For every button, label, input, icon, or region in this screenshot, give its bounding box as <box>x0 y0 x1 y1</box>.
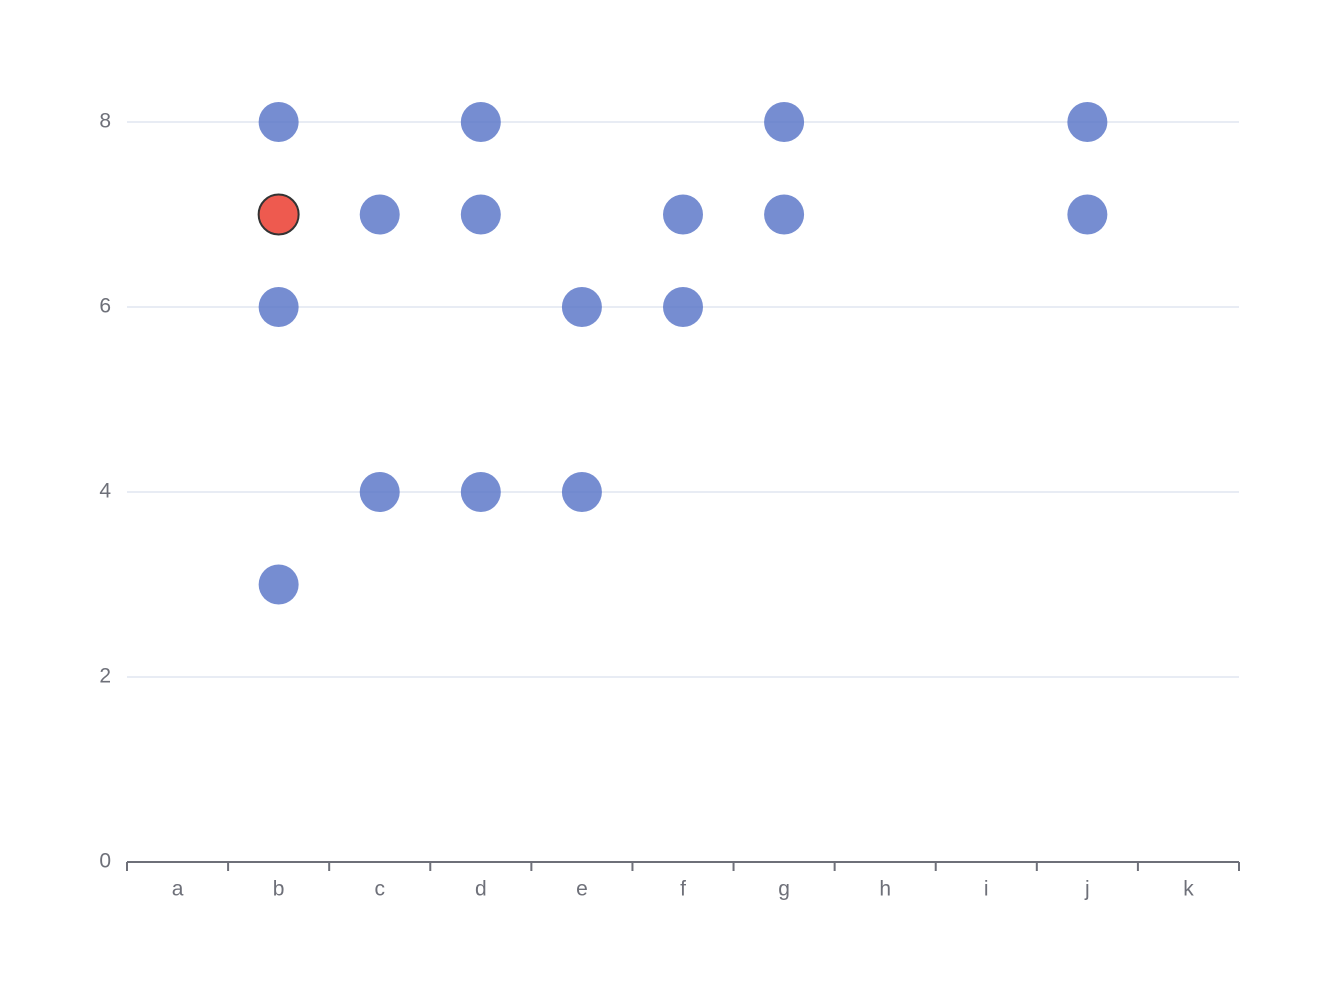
y-tick-label: 8 <box>99 110 111 133</box>
y-tick-label: 0 <box>99 850 111 873</box>
x-tick-label: f <box>680 878 686 901</box>
scatter-point <box>764 194 805 235</box>
x-tick-label: k <box>1183 878 1194 901</box>
scatter-point <box>561 472 602 512</box>
scatter-point <box>460 194 501 235</box>
y-tick-label: 2 <box>99 665 111 688</box>
scatter-point <box>359 472 400 512</box>
scatter-point <box>460 102 501 142</box>
x-tick-label: h <box>879 878 891 901</box>
scatter-point <box>561 287 602 327</box>
x-tick-label: i <box>984 878 989 901</box>
x-tick-label: a <box>172 878 184 901</box>
scatter-point <box>460 472 501 512</box>
y-tick-label: 4 <box>99 480 111 503</box>
scatter-point <box>663 287 703 327</box>
x-tick-label: d <box>475 878 487 901</box>
scatter-point <box>258 564 299 605</box>
scatter-point <box>764 102 805 142</box>
x-tick-label: b <box>273 878 285 901</box>
x-tick-label: e <box>576 878 588 901</box>
scatter-point <box>1067 102 1108 142</box>
scatter-point <box>257 193 300 236</box>
scatter-point <box>258 287 299 327</box>
scatter-point <box>663 194 703 235</box>
x-tick-label: c <box>374 878 385 901</box>
x-tick-label: g <box>778 878 790 901</box>
y-tick-label: 6 <box>99 295 111 318</box>
scatter-point <box>359 194 400 235</box>
scatter-point <box>258 102 299 142</box>
scatter-point <box>1067 194 1108 235</box>
x-tick-label: j <box>1084 878 1090 901</box>
